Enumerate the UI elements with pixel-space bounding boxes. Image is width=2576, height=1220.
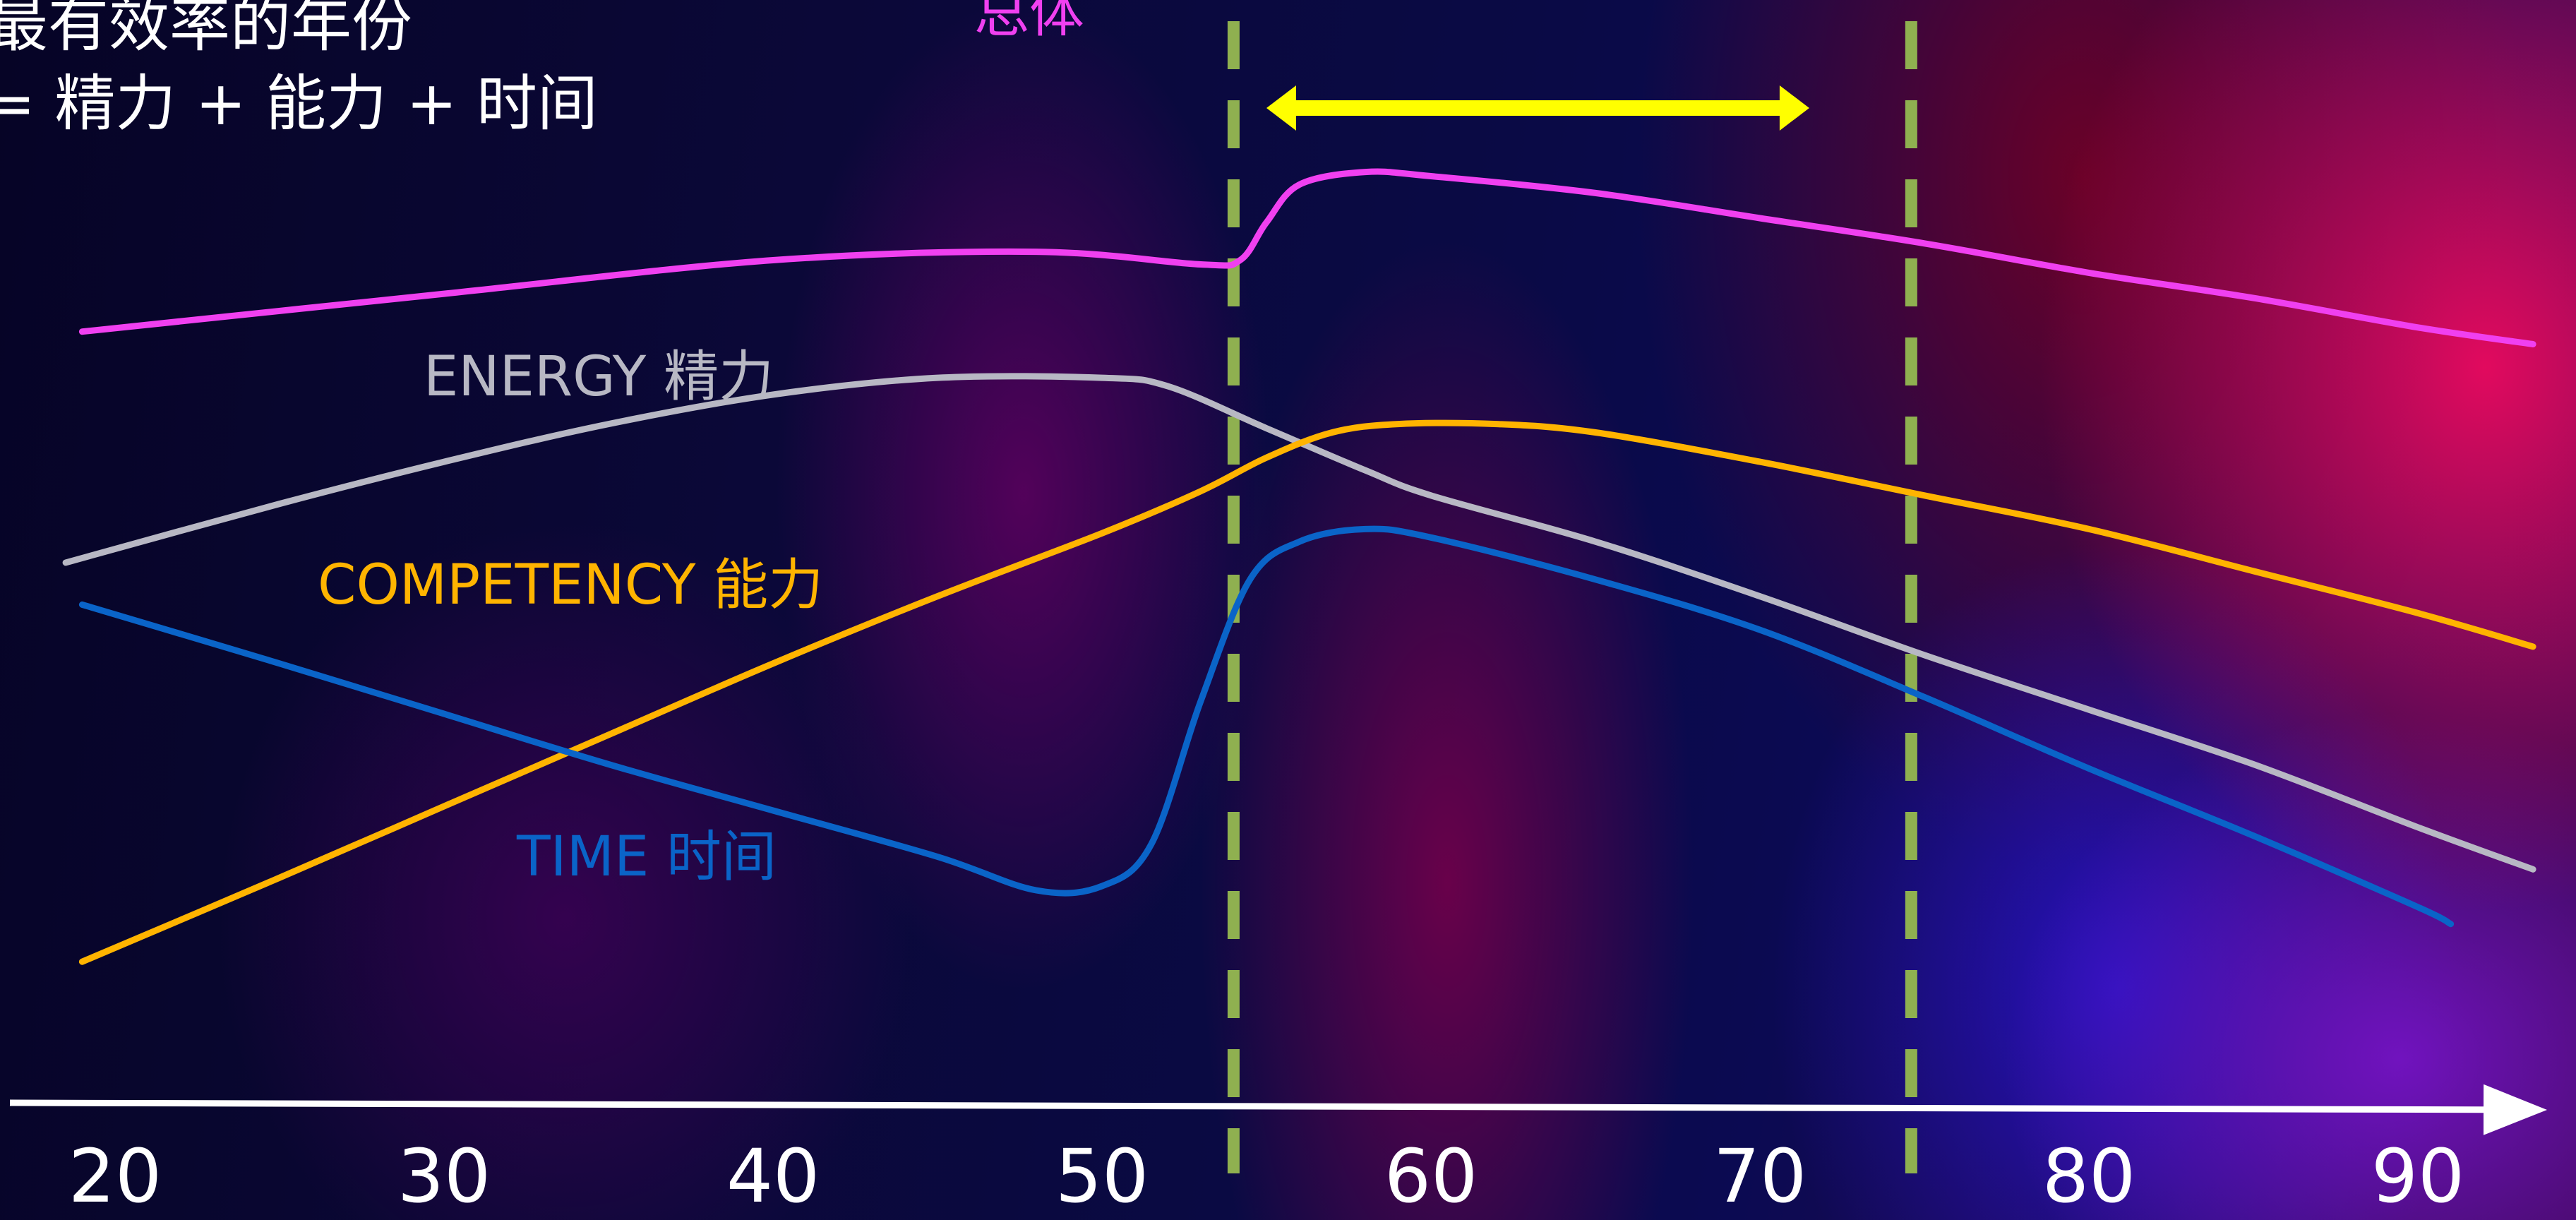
series-line-competency	[78, 419, 2536, 965]
x-tick-label-30: 30	[397, 1133, 491, 1219]
x-axis: 20 30 40 50 60 70 80 90	[9, 1084, 2547, 1219]
reference-lines	[1227, 21, 1917, 1173]
series-label-time: TIME 时间	[516, 825, 777, 889]
x-tick-label-50: 50	[1055, 1133, 1149, 1219]
series-labels: 总体 ENERGY 精力 COMPETENCY 能力 TIME 时间	[318, 0, 1084, 889]
x-tick-label-70: 70	[1713, 1133, 1807, 1219]
x-tick-label-90: 90	[2371, 1133, 2464, 1219]
range-arrow-shape	[1266, 85, 1809, 131]
x-tick-label-20: 20	[68, 1133, 162, 1219]
series-label-competency: COMPETENCY 能力	[318, 554, 823, 617]
x-tick-label-80: 80	[2042, 1133, 2135, 1219]
optimal-range-arrow	[1266, 85, 1809, 131]
series-label-energy: ENERGY 精力	[424, 345, 774, 409]
x-tick-label-40: 40	[726, 1133, 820, 1219]
x-tick-label-60: 60	[1384, 1133, 1478, 1219]
chart-subtitle: = 精力 + 能力 + 时间	[0, 68, 598, 139]
series-lines	[62, 168, 2536, 965]
series-line-time	[78, 525, 2455, 928]
series-line-energy	[62, 373, 2536, 873]
series-label-total: 总体	[974, 0, 1084, 44]
x-axis-line	[9, 1084, 2547, 1135]
series-line-total	[78, 168, 2536, 347]
chart-title: 最有效率的年份	[0, 0, 412, 60]
